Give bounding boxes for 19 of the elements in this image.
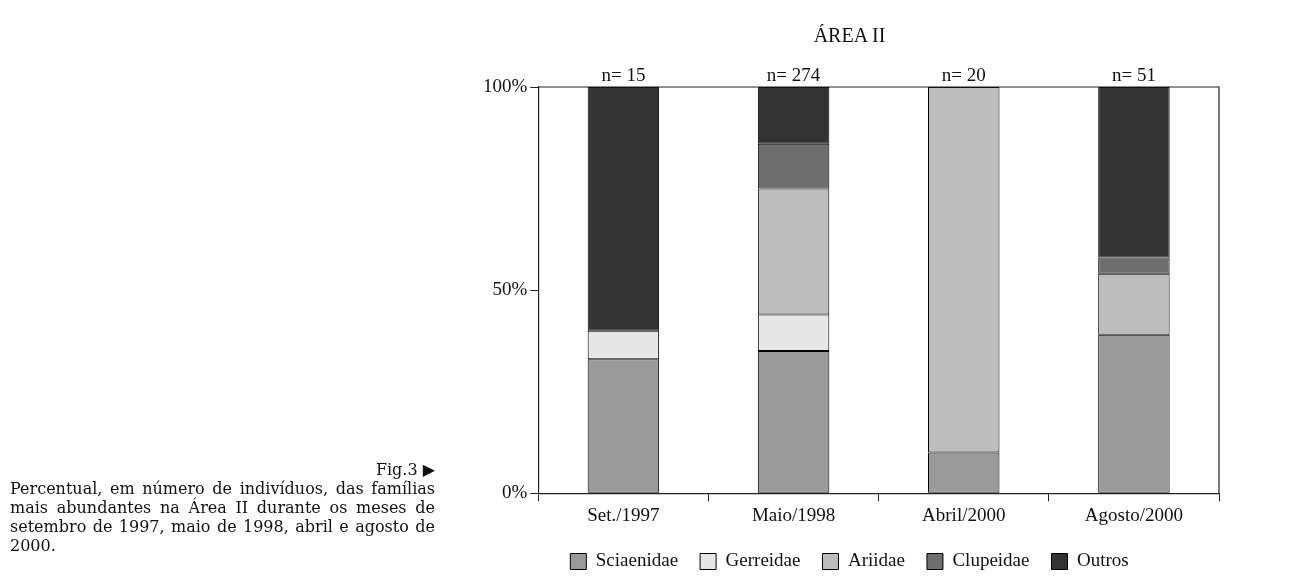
y-tick-label: 100%	[483, 74, 528, 96]
annotation: n= 15	[601, 64, 646, 86]
legend-label: Gerreidae	[725, 549, 801, 571]
chart-title: ÁREA II	[813, 24, 886, 47]
text: Percentual, em número de indivíduos, das famílias mais abundantes na Área II durante os meses de setembro de 1997, maio de 1998, abril e agosto de 2000.	[10, 479, 435, 555]
annotation: n= 274	[766, 64, 821, 86]
caption: Fig.3 ▶	[374, 460, 435, 479]
legend-label: Sciaenidae	[595, 549, 679, 571]
annotation: n= 20	[941, 64, 986, 86]
legend-label: Clupeidae	[952, 549, 1030, 571]
legend-label: Outros	[1076, 549, 1129, 571]
legend-label: Ariidae	[847, 549, 905, 571]
y-tick-label: 50%	[492, 278, 528, 300]
y-tick-label: 0%	[502, 481, 528, 503]
x-tick-label: Set./1997	[587, 503, 660, 525]
annotation: n= 51	[1111, 64, 1156, 86]
x-tick-label: Maio/1998	[751, 503, 836, 525]
x-tick-label: Abril/2000	[922, 503, 1006, 525]
x-tick-label: Agosto/2000	[1084, 503, 1184, 525]
